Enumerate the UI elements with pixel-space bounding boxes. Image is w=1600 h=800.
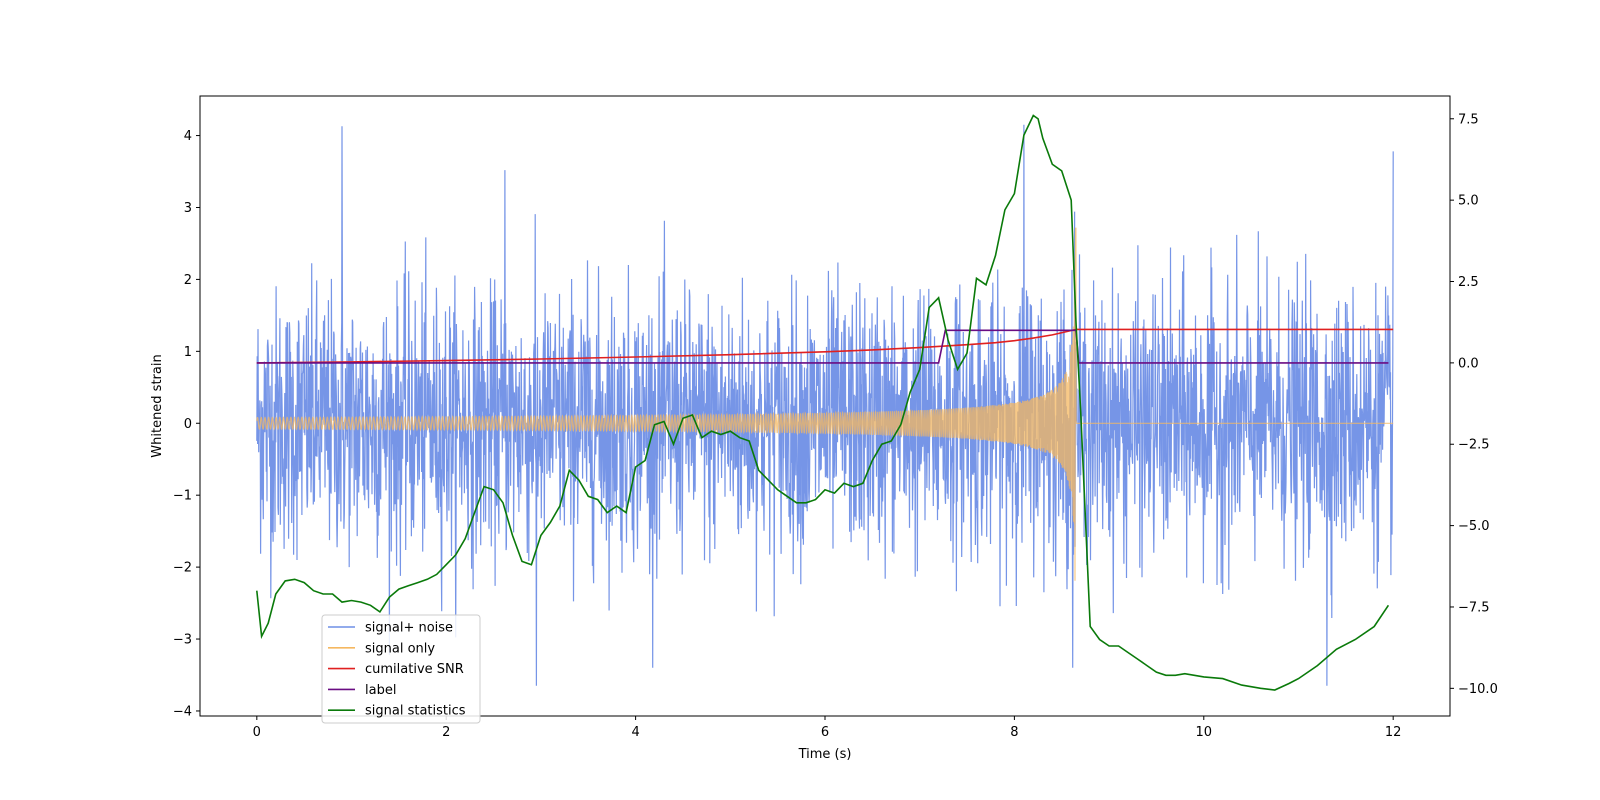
axis-ticks: 0 2 4 6 8 10 12−4−3−2−101234−10.0−7.5−5.0−2.50… bbox=[173, 112, 1498, 740]
x-tick-label: 6 bbox=[821, 725, 829, 740]
legend-label: cumilative SNR bbox=[365, 662, 464, 677]
y2-tick-label: −2.5 bbox=[1458, 438, 1490, 453]
y2-tick-label: 2.5 bbox=[1458, 275, 1479, 290]
y2-tick-label: −10.0 bbox=[1458, 682, 1498, 697]
legend-label: signal+ noise bbox=[365, 621, 453, 636]
legend-label: label bbox=[365, 683, 396, 698]
y-tick-label: −4 bbox=[173, 704, 192, 719]
legend: signal+ noise signal only cumilative SNR la… bbox=[321, 614, 481, 724]
y-tick-label: 1 bbox=[184, 345, 192, 360]
legend-box bbox=[321, 614, 481, 724]
y2-tick-label: 5.0 bbox=[1458, 194, 1479, 209]
series-cumilative-snr bbox=[256, 328, 1394, 364]
y-tick-label: 0 bbox=[184, 417, 192, 432]
y2-tick-label: −5.0 bbox=[1458, 519, 1490, 534]
y-tick-label: 2 bbox=[184, 273, 192, 288]
y-tick-label: −2 bbox=[173, 561, 192, 576]
y-tick-label: −1 bbox=[173, 489, 192, 504]
y-tick-label: 4 bbox=[184, 129, 192, 144]
series-signal-statistics bbox=[256, 114, 1390, 691]
plot-area bbox=[256, 114, 1394, 691]
x-axis-label: Time (s) bbox=[798, 747, 852, 762]
legend-label: signal statistics bbox=[365, 704, 466, 719]
x-tick-label: 2 bbox=[442, 725, 450, 740]
series-label bbox=[256, 329, 1389, 364]
x-tick-label: 10 bbox=[1196, 725, 1213, 740]
x-tick-label: 0 bbox=[253, 725, 261, 740]
y-tick-label: 3 bbox=[184, 201, 192, 216]
y-axis-label: Whitened strain bbox=[150, 354, 165, 457]
x-tick-label: 12 bbox=[1385, 725, 1402, 740]
series-signal-only bbox=[256, 227, 1394, 581]
x-tick-label: 8 bbox=[1010, 725, 1018, 740]
legend-label: signal only bbox=[365, 641, 435, 656]
y2-tick-label: 0.0 bbox=[1458, 356, 1479, 371]
y-tick-label: −3 bbox=[173, 633, 192, 648]
y2-tick-label: −7.5 bbox=[1458, 600, 1490, 615]
x-tick-label: 4 bbox=[631, 725, 639, 740]
y2-tick-label: 7.5 bbox=[1458, 112, 1479, 127]
